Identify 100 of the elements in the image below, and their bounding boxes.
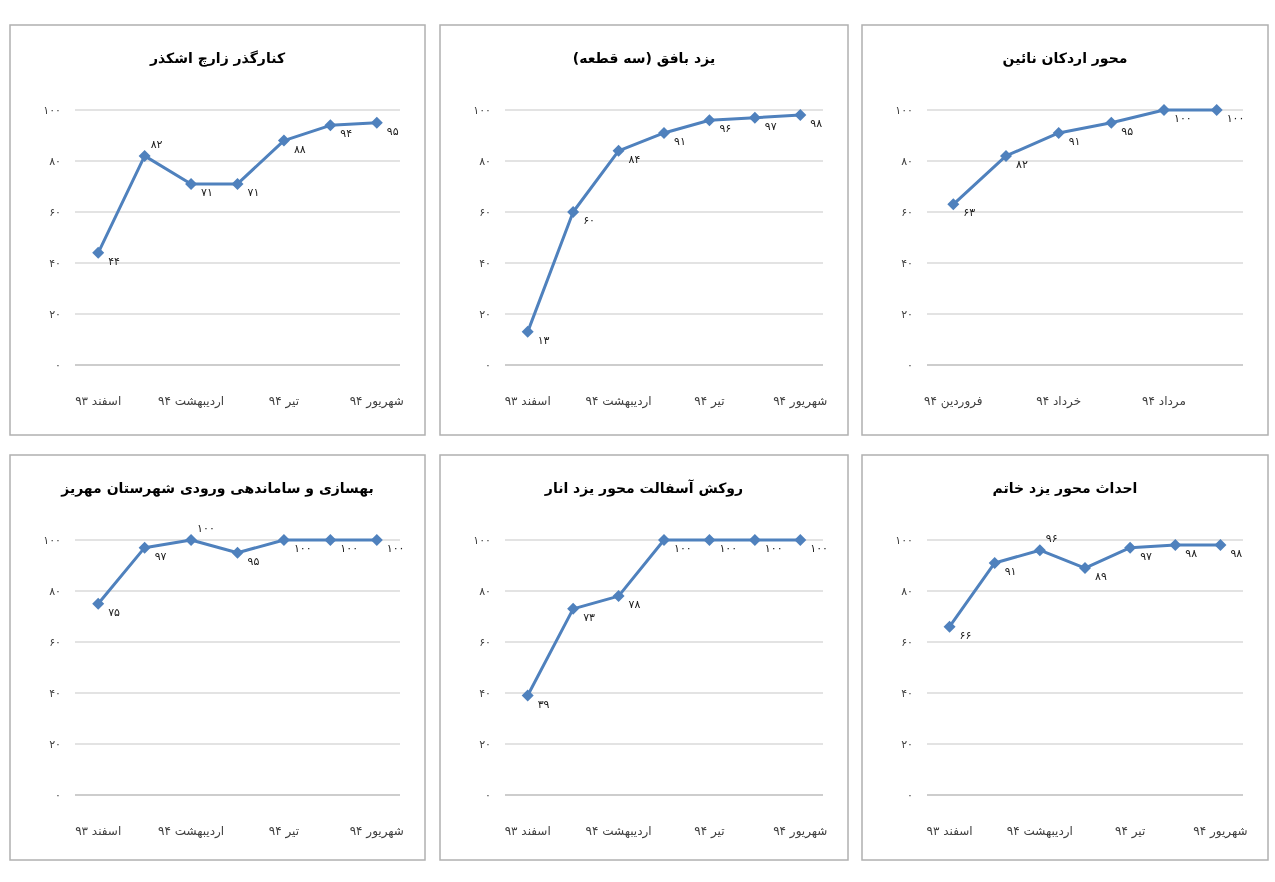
x-tick-label: مرداد ۹۴ (1142, 394, 1186, 409)
data-label: ۷۱ (201, 185, 213, 199)
data-label: ۱۰۰ (674, 542, 692, 555)
y-tick-label: ۶۰ (49, 206, 61, 219)
y-tick-label: ۸۰ (479, 155, 491, 168)
y-tick-label: ۱۰۰ (473, 534, 491, 547)
y-tick-label: ۲۰ (49, 308, 61, 321)
data-label: ۹۱ (1068, 134, 1081, 148)
data-label: ۷۳ (583, 610, 596, 624)
x-tick-label: تیر ۹۴ (268, 394, 300, 409)
x-tick-label: اسفند ۹۳ (75, 394, 122, 408)
data-label: ۱۰۰ (197, 522, 215, 535)
data-label: ۹۶ (1045, 532, 1058, 546)
data-label: ۶۶ (959, 628, 972, 642)
x-tick-label: شهریور ۹۴ (773, 824, 828, 839)
chart-title: یزد بافق (سه قطعه) (572, 50, 716, 67)
data-label: ۱۰۰ (1174, 112, 1192, 125)
y-tick-label: ۲۰ (901, 738, 913, 751)
data-label: ۸۲ (150, 137, 163, 151)
data-label: ۴۴ (108, 254, 121, 268)
y-tick-label: ۰ (907, 359, 913, 372)
y-tick-label: ۶۰ (901, 206, 913, 219)
y-tick-label: ۱۰۰ (895, 534, 913, 547)
chart-title: کنارگذر زارچ اشکذر (148, 50, 286, 67)
y-tick-label: ۴۰ (901, 257, 913, 270)
y-tick-label: ۶۰ (901, 636, 913, 649)
y-tick-label: ۰ (907, 789, 913, 802)
data-label: ۷۵ (108, 605, 121, 619)
x-tick-label: تیر ۹۴ (268, 824, 300, 839)
y-tick-label: ۴۰ (479, 687, 491, 700)
data-label: ۹۶ (719, 122, 732, 136)
x-tick-label: تیر ۹۴ (694, 394, 725, 409)
x-tick-label: اسفند ۹۳ (504, 394, 551, 408)
data-label: ۶۰ (583, 214, 595, 227)
y-tick-label: ۰ (55, 789, 61, 802)
data-label: ۷۱ (247, 185, 260, 199)
data-label: ۳۹ (537, 697, 550, 711)
data-label: ۹۱ (1004, 564, 1017, 578)
y-tick-label: ۰ (55, 359, 61, 372)
y-tick-label: ۸۰ (901, 585, 913, 598)
data-label: ۹۷ (1140, 549, 1153, 563)
y-tick-label: ۱۰۰ (43, 534, 61, 547)
data-label: ۸۸ (293, 142, 306, 156)
data-label: ۹۵ (247, 554, 260, 568)
data-label: ۱۰۰ (764, 542, 783, 555)
data-label: ۱۰۰ (1226, 112, 1245, 125)
x-tick-label: اسفند ۹۳ (926, 824, 973, 838)
y-tick-label: ۴۰ (49, 257, 61, 270)
data-label: ۹۸ (1185, 547, 1198, 561)
x-tick-label: اردیبهشت ۹۴ (585, 824, 652, 839)
data-label: ۹۱ (674, 134, 686, 148)
data-label: ۹۵ (1121, 124, 1134, 138)
data-label: ۹۸ (810, 117, 823, 131)
x-tick-label: فروردین ۹۴ (924, 394, 983, 409)
y-tick-label: ۲۰ (49, 738, 61, 751)
y-tick-label: ۸۰ (49, 155, 61, 168)
data-label: ۷۸ (628, 598, 641, 612)
x-tick-label: اردیبهشت ۹۴ (157, 394, 225, 409)
x-tick-label: خرداد ۹۴ (1036, 394, 1082, 409)
data-label: ۸۹ (1095, 570, 1107, 584)
data-label: ۶۳ (963, 206, 976, 220)
y-tick-label: ۶۰ (479, 206, 491, 219)
y-tick-label: ۴۰ (479, 257, 491, 270)
y-tick-label: ۱۰۰ (895, 104, 913, 117)
chart-title: محور اردکان نائین (1002, 50, 1128, 67)
y-tick-label: ۸۰ (49, 585, 61, 598)
chart-title: بهسازی و ساماندهی ورودی شهرستان مهریز (60, 480, 374, 497)
y-tick-label: ۴۰ (901, 687, 913, 700)
x-tick-label: اسفند ۹۳ (75, 824, 122, 838)
x-tick-label: تیر ۹۴ (1114, 824, 1146, 839)
y-tick-label: ۶۰ (479, 636, 491, 649)
chart-title: روکش آسفالت محور یزد انار (543, 479, 744, 497)
data-label: ۱۰۰ (810, 542, 829, 555)
data-label: ۹۸ (1230, 547, 1243, 561)
data-label: ۹۵ (386, 124, 399, 138)
x-tick-label: شهریور ۹۴ (349, 394, 404, 409)
x-tick-label: تیر ۹۴ (694, 824, 725, 839)
y-tick-label: ۰ (485, 359, 491, 372)
y-tick-label: ۱۰۰ (43, 104, 61, 117)
data-label: ۸۴ (628, 152, 641, 166)
y-tick-label: ۱۰۰ (473, 104, 491, 117)
data-label: ۱۰۰ (293, 542, 312, 555)
y-tick-label: ۶۰ (49, 636, 61, 649)
x-tick-label: اردیبهشت ۹۴ (585, 394, 652, 409)
data-label: ۹۷ (154, 549, 167, 563)
y-tick-label: ۲۰ (901, 308, 913, 321)
data-label: ۱۰۰ (719, 542, 738, 555)
x-tick-label: شهریور ۹۴ (773, 394, 828, 409)
y-tick-label: ۴۰ (49, 687, 61, 700)
x-tick-label: اسفند ۹۳ (504, 824, 551, 838)
y-tick-label: ۲۰ (479, 738, 491, 751)
x-tick-label: اردیبهشت ۹۴ (157, 824, 225, 839)
x-tick-label: اردیبهشت ۹۴ (1006, 824, 1073, 839)
y-tick-label: ۸۰ (479, 585, 491, 598)
y-tick-label: ۲۰ (479, 308, 491, 321)
y-tick-label: ۰ (485, 789, 491, 802)
x-tick-label: شهریور ۹۴ (1193, 824, 1248, 839)
data-label: ۹۷ (764, 119, 777, 133)
data-label: ۹۴ (340, 127, 353, 141)
data-label: ۱۰۰ (386, 542, 405, 555)
